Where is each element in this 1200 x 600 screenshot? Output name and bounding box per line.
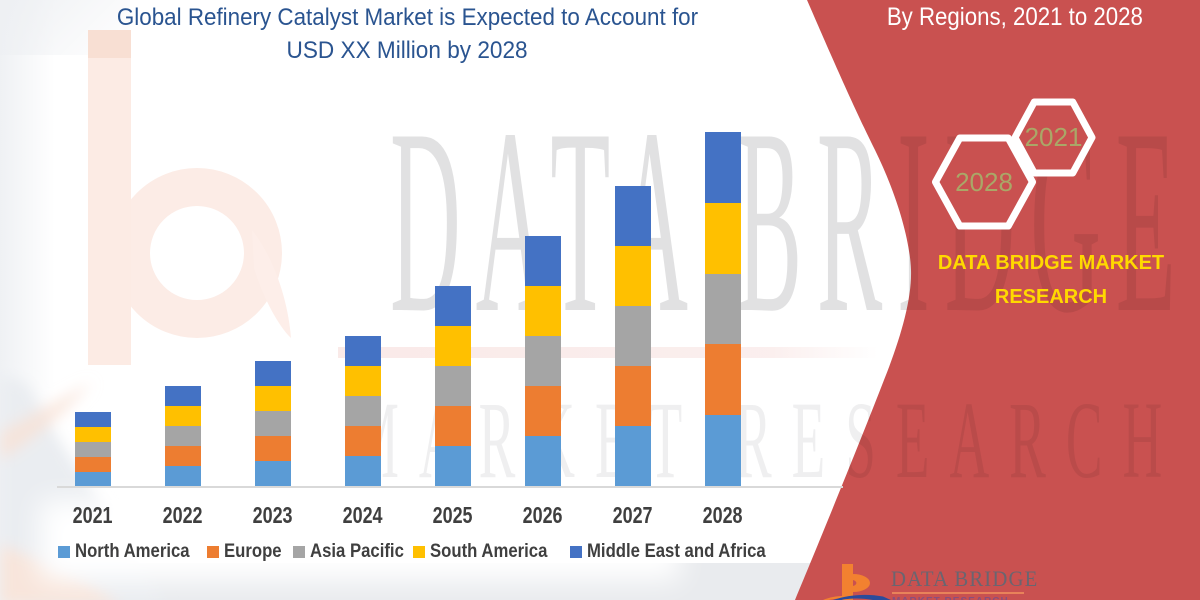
svg-text:2021: 2021 — [1025, 122, 1083, 152]
svg-text:2028: 2028 — [955, 167, 1013, 197]
